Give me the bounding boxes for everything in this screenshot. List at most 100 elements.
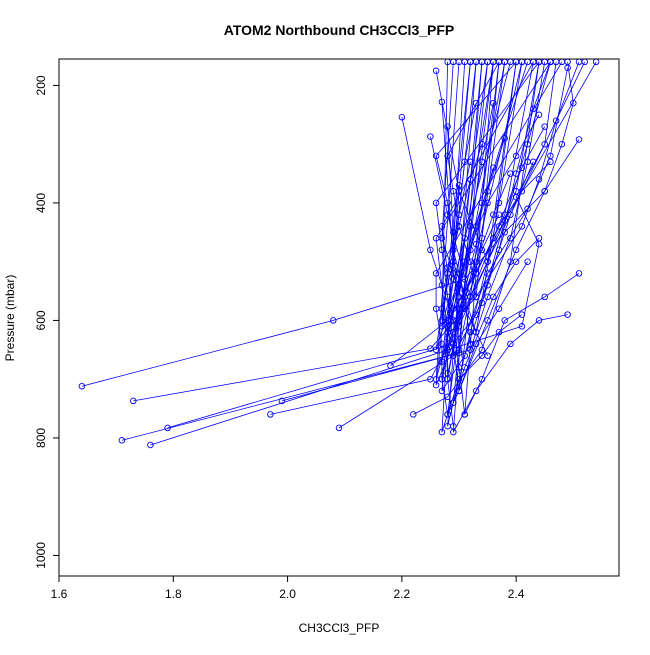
data-point xyxy=(438,340,446,348)
data-point xyxy=(507,211,514,218)
data-point xyxy=(450,276,457,283)
data-point xyxy=(438,428,446,436)
data-point xyxy=(432,305,440,312)
data-point xyxy=(455,270,463,277)
data-point xyxy=(541,140,548,148)
data-point xyxy=(432,67,440,75)
series-line xyxy=(81,61,574,387)
data-point xyxy=(387,362,394,369)
profile-series xyxy=(78,59,577,390)
data-point xyxy=(472,328,480,336)
data-point xyxy=(461,352,468,359)
data-point xyxy=(507,340,514,348)
x-tick-label: 1.6 xyxy=(51,587,68,601)
data-point xyxy=(484,281,491,289)
chart-title: ATOM2 Northbound CH3CCl3_PFP xyxy=(224,22,455,38)
series-line xyxy=(338,61,551,429)
data-point xyxy=(478,246,486,254)
data-point xyxy=(455,305,463,312)
profile-series xyxy=(444,59,508,383)
data-point xyxy=(450,229,457,236)
data-point xyxy=(450,422,457,430)
y-tick-label: 600 xyxy=(34,310,48,330)
data-point xyxy=(484,352,491,359)
series-line xyxy=(447,61,506,380)
series-line xyxy=(447,61,511,350)
x-axis: 1.6 1.8 2.0 2.2 2.4 xyxy=(51,576,525,601)
data-point xyxy=(518,323,526,330)
data-point xyxy=(438,98,446,106)
data-point xyxy=(398,113,406,121)
profile-series xyxy=(432,59,520,348)
data-point xyxy=(564,311,571,318)
x-tick-label: 1.8 xyxy=(165,587,182,601)
y-tick-label: 400 xyxy=(34,193,48,213)
data-point xyxy=(444,293,451,301)
x-axis-label: CH3CCl3_PFP xyxy=(299,621,380,635)
series-line xyxy=(441,61,534,392)
series-line xyxy=(121,67,568,441)
data-point xyxy=(518,164,526,171)
series-line xyxy=(435,61,517,344)
data-point xyxy=(512,258,520,265)
x-tick-label: 2.4 xyxy=(508,587,525,601)
profile-series xyxy=(444,59,526,377)
series-line xyxy=(167,61,551,429)
data-point xyxy=(478,158,486,166)
series-line xyxy=(447,61,528,415)
x-tick-label: 2.2 xyxy=(394,587,411,601)
data-point xyxy=(472,293,480,301)
y-axis-label: Pressure (mbar) xyxy=(3,275,17,362)
data-point xyxy=(118,437,126,444)
data-point xyxy=(558,140,566,148)
y-tick-label: 200 xyxy=(34,75,48,95)
data-point xyxy=(507,59,514,66)
data-point xyxy=(444,370,451,377)
data-point xyxy=(427,133,434,140)
data-point xyxy=(501,317,508,324)
data-point xyxy=(450,340,457,348)
y-tick-label: 800 xyxy=(34,428,48,448)
data-point xyxy=(507,234,514,242)
data-point xyxy=(438,281,446,289)
data-point xyxy=(455,211,463,218)
data-point xyxy=(444,152,451,160)
data-point xyxy=(461,411,468,418)
data-point xyxy=(535,111,543,119)
data-point xyxy=(472,387,480,395)
series-line xyxy=(435,61,563,415)
data-point xyxy=(267,411,274,418)
data-point xyxy=(461,234,468,242)
data-point xyxy=(575,270,583,277)
data-point xyxy=(427,246,434,254)
series-line xyxy=(435,61,551,427)
data-point xyxy=(444,323,451,330)
data-point xyxy=(575,136,583,143)
data-point xyxy=(570,99,577,107)
series-line xyxy=(447,61,523,374)
data-point xyxy=(484,258,491,265)
data-point xyxy=(467,340,474,348)
data-point xyxy=(450,187,457,195)
data-point xyxy=(490,99,497,107)
data-point xyxy=(164,424,171,432)
data-point xyxy=(512,246,520,254)
data-point xyxy=(524,258,531,265)
data-point xyxy=(455,375,463,383)
data-point xyxy=(455,182,463,189)
data-point xyxy=(547,158,554,166)
data-point xyxy=(432,270,440,277)
data-point xyxy=(472,99,480,107)
data-point xyxy=(78,382,86,390)
data-point xyxy=(450,352,457,359)
data-point xyxy=(455,223,463,230)
data-point xyxy=(518,187,526,195)
data-point xyxy=(444,199,451,207)
data-point xyxy=(495,305,503,312)
data-point xyxy=(518,311,526,318)
data-point xyxy=(432,152,440,160)
data-point xyxy=(472,240,480,248)
data-point xyxy=(330,317,337,324)
data-point xyxy=(512,152,520,160)
